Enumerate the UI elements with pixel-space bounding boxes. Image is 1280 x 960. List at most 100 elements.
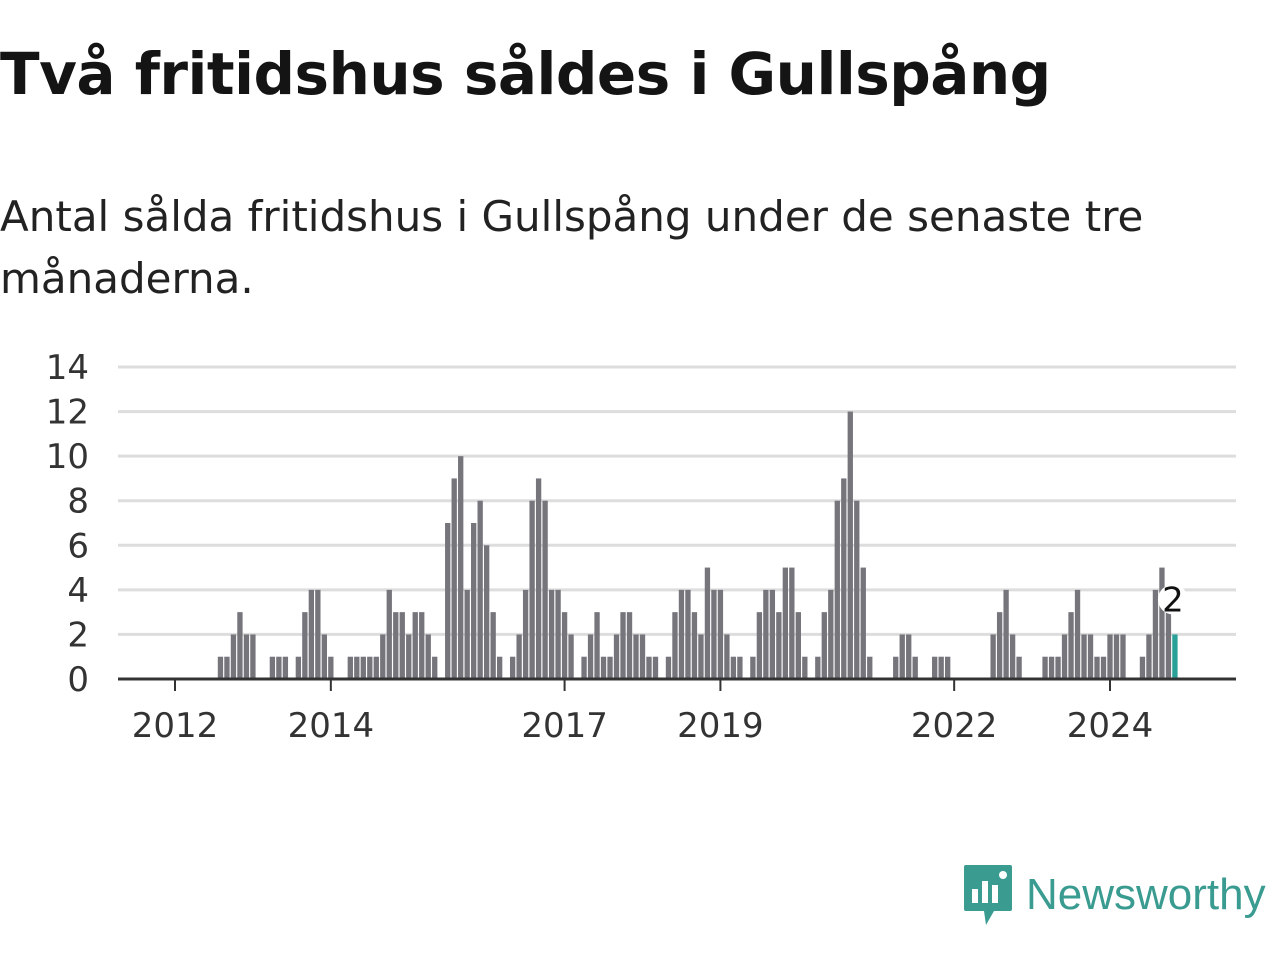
bar: [432, 656, 438, 679]
bar: [581, 656, 587, 679]
bar: [1016, 656, 1022, 679]
bar: [477, 500, 483, 679]
bar: [828, 589, 834, 679]
bar: [945, 656, 951, 679]
bar: [1055, 656, 1061, 679]
y-tick-label: 8: [67, 482, 89, 522]
bars: [217, 411, 1178, 679]
bar: [665, 656, 672, 679]
bar: [893, 656, 899, 679]
bar: [607, 656, 613, 679]
bar: [568, 634, 574, 679]
bar: [237, 612, 243, 679]
bar: [1003, 589, 1009, 679]
bar: [509, 656, 516, 679]
bar: [484, 545, 490, 679]
bar: [711, 589, 717, 679]
x-tick-label: 2019: [677, 706, 764, 740]
y-tick-label: 0: [67, 660, 89, 700]
bar: [250, 634, 256, 679]
y-tick-label: 14: [46, 348, 89, 388]
bar: [315, 589, 321, 679]
bar: [1081, 634, 1087, 679]
bar: [535, 478, 542, 679]
bar: [633, 634, 639, 679]
bar: [458, 456, 464, 679]
newsworthy-logo-icon: [964, 865, 1012, 925]
bar: [347, 656, 353, 679]
bar: [490, 612, 496, 679]
bar: [639, 634, 646, 679]
x-tick-label: 2014: [288, 706, 375, 740]
highlight-bar: [1172, 634, 1178, 679]
bar: [1152, 589, 1159, 679]
x-tick-label: 2012: [132, 706, 219, 740]
bar: [789, 567, 795, 679]
bar: [464, 589, 470, 679]
bar: [821, 612, 827, 679]
bar: [899, 634, 905, 679]
bar: [737, 656, 743, 679]
bar: [724, 634, 730, 679]
bar: [996, 612, 1003, 679]
bar: [529, 500, 535, 679]
y-tick-label: 12: [46, 393, 89, 433]
grid-lines: [118, 365, 1236, 636]
bar: [276, 656, 282, 679]
bar: [1159, 567, 1165, 679]
bar: [938, 656, 944, 679]
bar: [496, 656, 503, 679]
bar: [672, 612, 678, 679]
bar: [652, 656, 659, 679]
bar: [1146, 634, 1152, 679]
bar: [522, 589, 529, 679]
bar: [587, 634, 594, 679]
bar: [756, 612, 763, 679]
bar: [646, 656, 652, 679]
bar: [620, 612, 626, 679]
y-tick-label: 6: [67, 526, 89, 566]
bar: [912, 656, 918, 679]
value-label-bg: [1157, 584, 1188, 615]
bar: [776, 612, 782, 679]
bar: [328, 656, 334, 679]
bar: [321, 634, 328, 679]
bar: [847, 411, 853, 679]
bar: [1139, 656, 1146, 679]
bar: [815, 656, 821, 679]
bar: [1048, 656, 1055, 679]
bar: [691, 612, 698, 679]
bar: [367, 656, 373, 679]
bar: [1068, 612, 1074, 679]
bar: [990, 634, 996, 679]
bar: [516, 634, 522, 679]
bar: [393, 612, 399, 679]
newsworthy-logo: Newsworthy: [962, 862, 1266, 928]
bar: [932, 656, 938, 679]
bar: [1009, 634, 1016, 679]
bar: [302, 612, 308, 679]
annotations: 2: [1157, 580, 1188, 620]
bar: [217, 656, 224, 679]
bar: [373, 656, 379, 679]
bar: [1165, 612, 1172, 679]
bar: [224, 656, 230, 679]
bar: [1042, 656, 1048, 679]
bar: [854, 500, 860, 679]
bar: [600, 656, 607, 679]
bar: [399, 612, 405, 679]
bar: [1074, 589, 1081, 679]
bar: [548, 589, 555, 679]
bar: [1100, 656, 1107, 679]
bar: [704, 567, 711, 679]
value-label: 2: [1162, 580, 1184, 620]
y-tick-label: 2: [67, 615, 89, 655]
bar: [750, 656, 756, 679]
brand-name: Newsworthy: [1026, 870, 1266, 919]
bar: [542, 500, 548, 679]
y-tick-label: 10: [46, 437, 89, 477]
bar: [730, 656, 737, 679]
x-axis: 2012 2014 2017 2019 2022 2024: [118, 677, 1236, 740]
bar: [471, 523, 477, 679]
bar: [613, 634, 620, 679]
